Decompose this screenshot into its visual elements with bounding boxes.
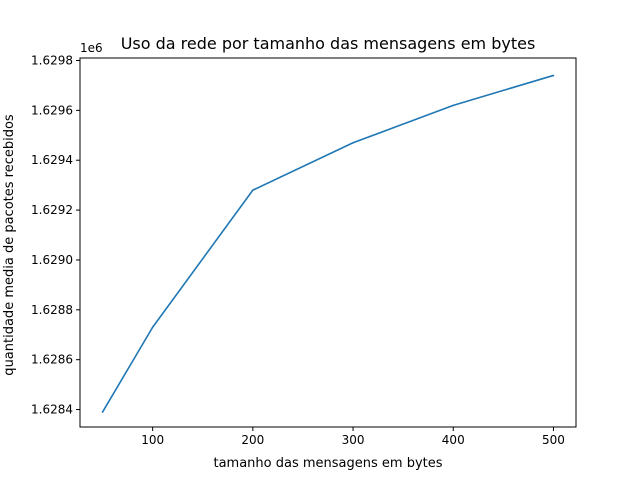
y-tick-label: 1.6286 — [31, 353, 73, 367]
series-line — [101, 74, 554, 413]
x-tick-label: 200 — [241, 433, 264, 447]
data-point — [552, 74, 555, 77]
data-point — [452, 104, 455, 107]
data-point — [101, 411, 104, 413]
y-tick-label: 1.6296 — [31, 103, 73, 117]
y-axis-label: quantidade media de pacotes recebidos — [2, 114, 17, 376]
y-tick-label: 1.6288 — [31, 303, 73, 317]
plot-frame — [79, 57, 577, 428]
y-axis-offset-label: 1e6 — [80, 41, 103, 55]
x-tick-label: 100 — [141, 433, 164, 447]
x-tick-label: 400 — [442, 433, 465, 447]
y-tick-label: 1.6294 — [31, 153, 73, 167]
y-tick-label: 1.6284 — [31, 403, 73, 417]
y-tick-label: 1.6298 — [31, 53, 73, 67]
x-axis-label: tamanho das mensagens em bytes — [213, 456, 442, 471]
x-tick-label: 500 — [542, 433, 565, 447]
x-tick-label: 300 — [342, 433, 365, 447]
y-tick-label: 1.6292 — [31, 203, 73, 217]
data-point — [252, 189, 254, 191]
chart-title: Uso da rede por tamanho das mensagens em… — [121, 34, 536, 53]
data-point — [352, 141, 354, 144]
y-tick-label: 1.6290 — [31, 253, 73, 267]
data-point — [151, 326, 154, 329]
